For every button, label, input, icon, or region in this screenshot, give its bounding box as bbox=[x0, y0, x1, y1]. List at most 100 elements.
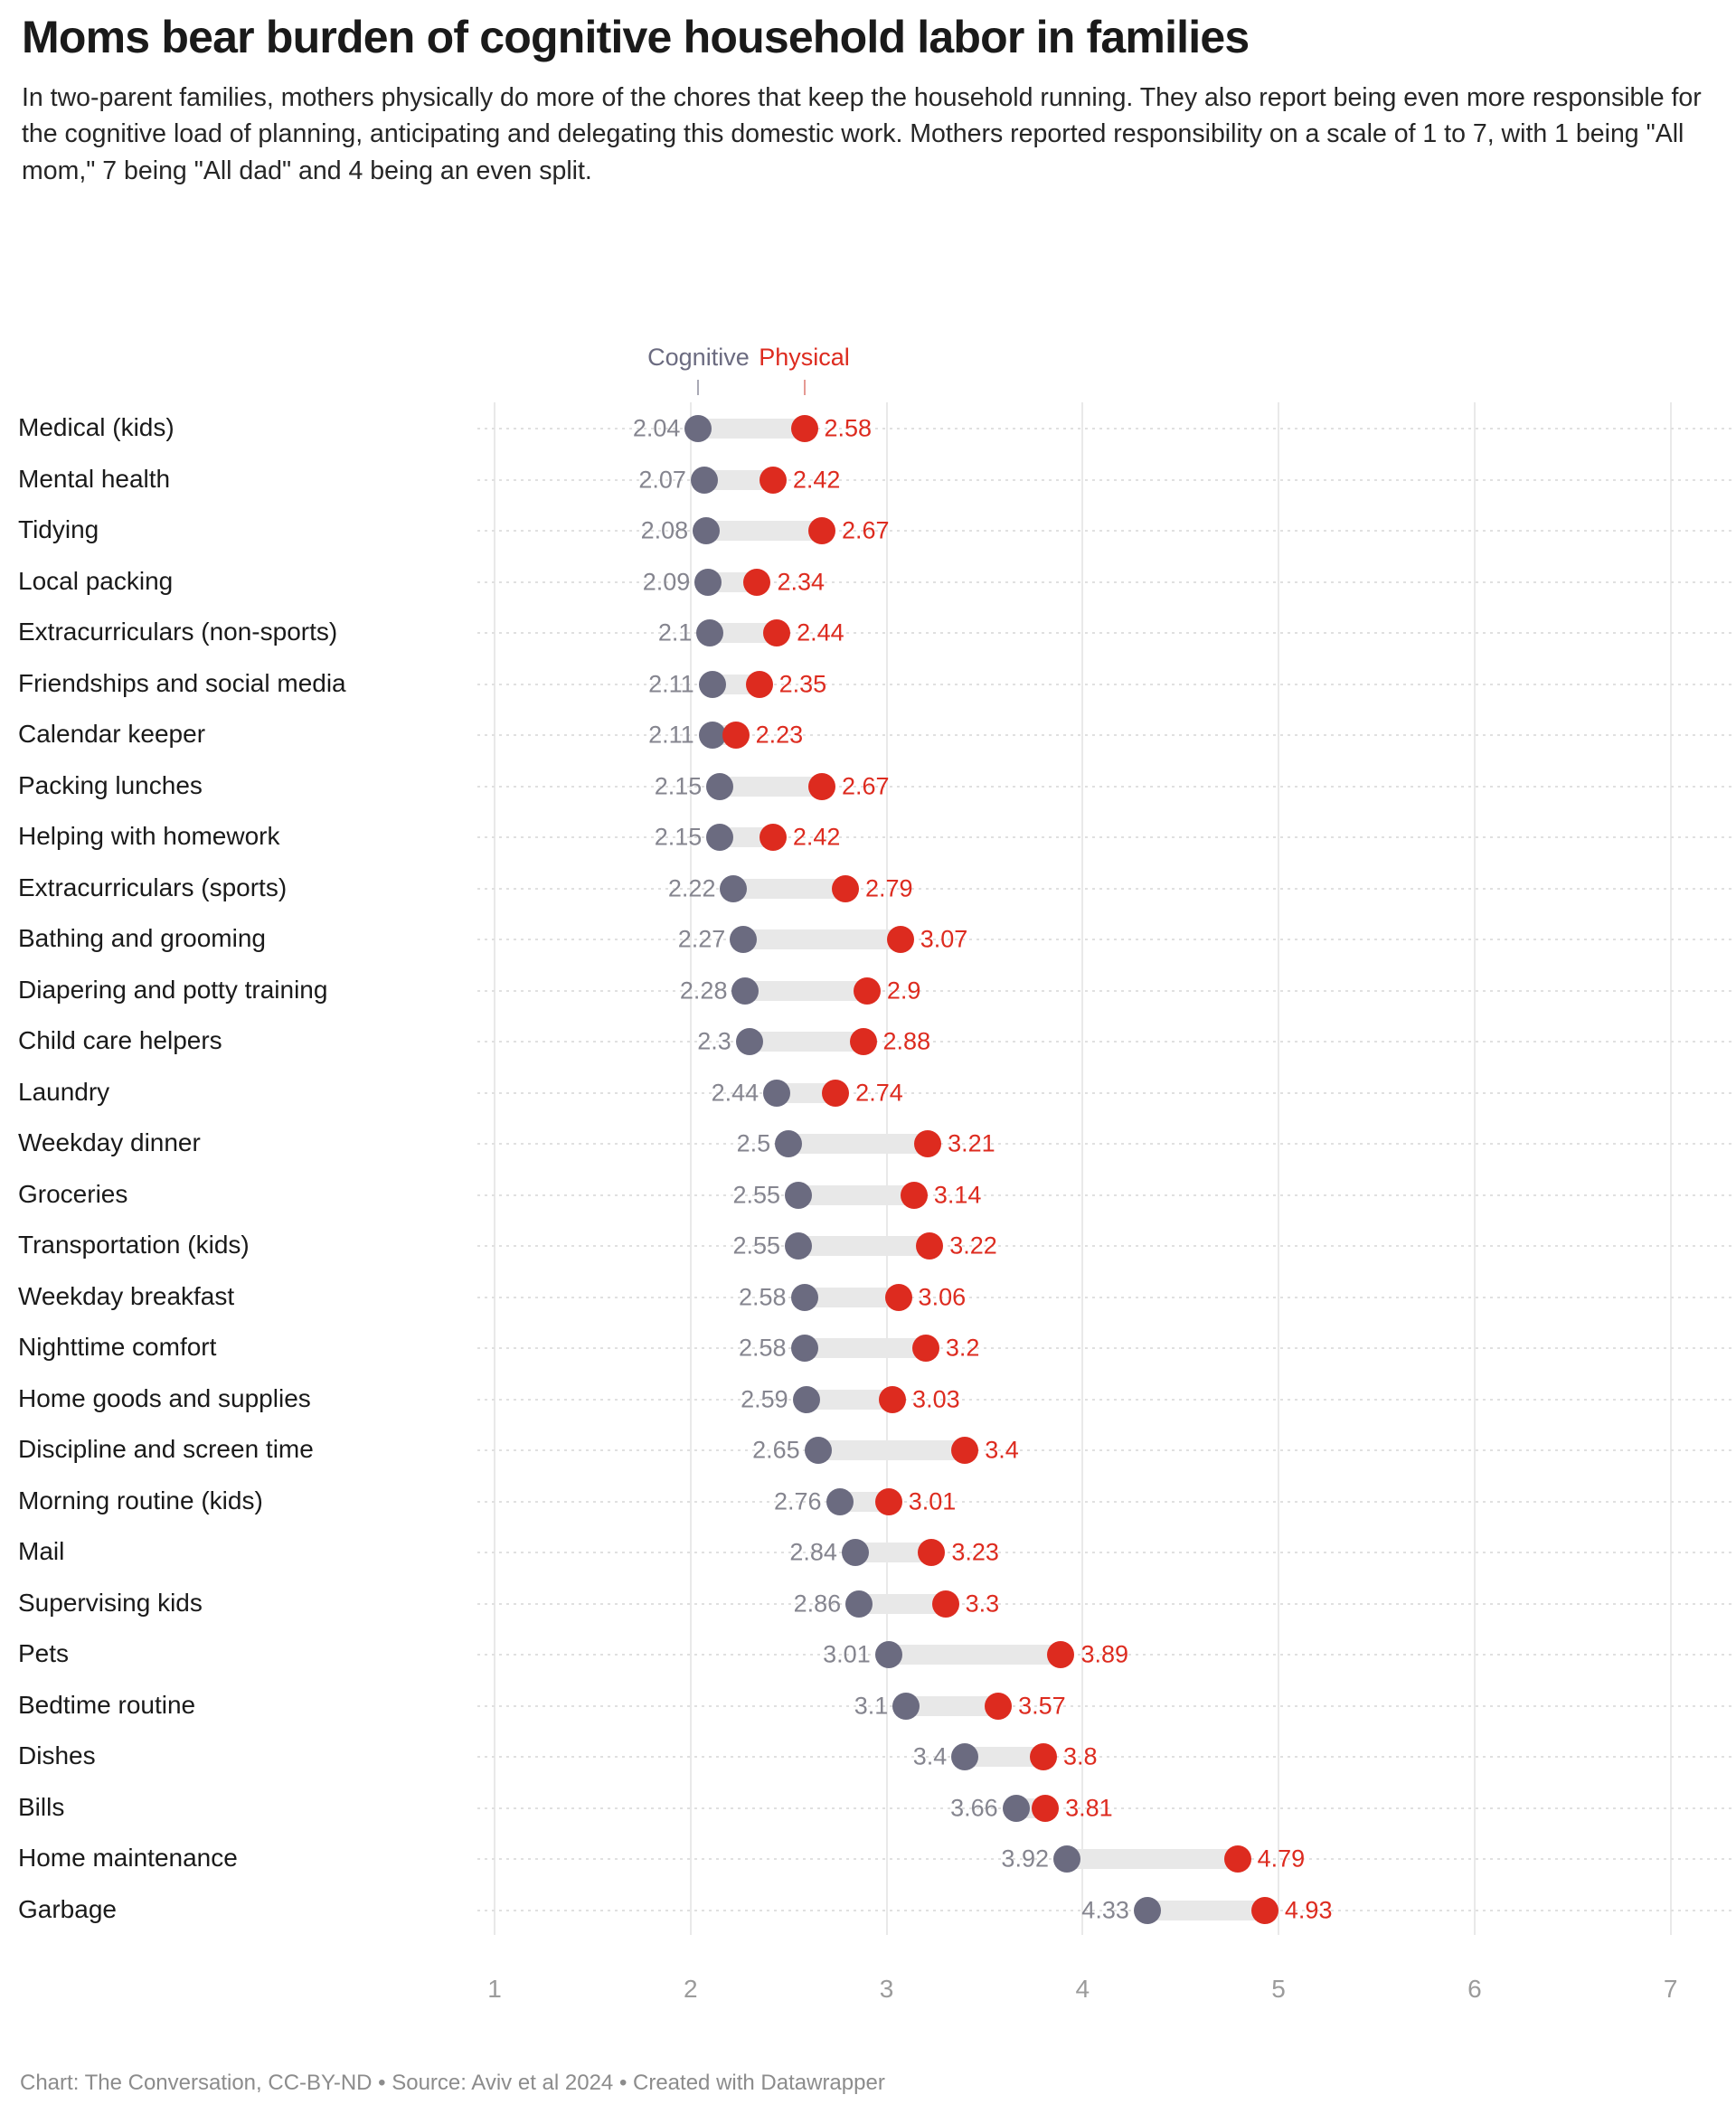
chart-row[interactable]: 2.28 2.9 bbox=[477, 965, 1736, 1017]
cognitive-dot[interactable] bbox=[775, 1130, 803, 1158]
chart-row[interactable]: 2.84 3.23 bbox=[477, 1526, 1736, 1579]
chart-row[interactable]: 3.92 4.79 bbox=[477, 1833, 1736, 1885]
physical-dot[interactable] bbox=[1250, 1896, 1278, 1924]
cognitive-dot[interactable] bbox=[1052, 1845, 1080, 1873]
physical-dot[interactable] bbox=[884, 1283, 912, 1311]
row-guide-line bbox=[477, 1654, 1736, 1656]
physical-dot[interactable] bbox=[951, 1437, 979, 1465]
chart-row[interactable]: 2.1 2.44 bbox=[477, 607, 1736, 659]
physical-dot[interactable] bbox=[759, 824, 787, 852]
physical-dot[interactable] bbox=[790, 415, 818, 443]
chart-row[interactable]: 3.01 3.89 bbox=[477, 1628, 1736, 1681]
cognitive-dot[interactable] bbox=[693, 517, 721, 545]
physical-dot[interactable] bbox=[745, 670, 773, 698]
physical-dot[interactable] bbox=[808, 772, 835, 800]
physical-dot[interactable] bbox=[886, 926, 914, 954]
chart-row[interactable]: 2.04 2.58 bbox=[477, 402, 1736, 455]
physical-dot[interactable] bbox=[900, 1181, 928, 1209]
physical-dot[interactable] bbox=[822, 1079, 850, 1107]
physical-dot[interactable] bbox=[1223, 1845, 1251, 1873]
cognitive-dot[interactable] bbox=[706, 824, 734, 852]
cognitive-dot[interactable] bbox=[826, 1487, 854, 1515]
range-connector bbox=[733, 878, 845, 899]
chart-row[interactable]: 2.76 3.01 bbox=[477, 1476, 1736, 1528]
physical-dot[interactable] bbox=[759, 466, 787, 494]
cognitive-value-label: 4.33 bbox=[1081, 1896, 1129, 1924]
chart-row[interactable]: 2.44 2.74 bbox=[477, 1067, 1736, 1119]
cognitive-dot[interactable] bbox=[1133, 1896, 1161, 1924]
cognitive-dot[interactable] bbox=[845, 1590, 873, 1618]
chart-row[interactable]: 2.08 2.67 bbox=[477, 505, 1736, 557]
chart-row[interactable]: 4.33 4.93 bbox=[477, 1884, 1736, 1937]
cognitive-dot[interactable] bbox=[730, 926, 758, 954]
cognitive-dot[interactable] bbox=[694, 568, 722, 596]
cognitive-dot[interactable] bbox=[763, 1079, 791, 1107]
cognitive-dot[interactable] bbox=[784, 1232, 812, 1260]
chart-row[interactable]: 2.22 2.79 bbox=[477, 863, 1736, 915]
physical-value-label: 3.23 bbox=[951, 1538, 999, 1566]
cognitive-dot[interactable] bbox=[720, 874, 748, 902]
chart-row[interactable]: 2.55 3.22 bbox=[477, 1220, 1736, 1272]
cognitive-dot[interactable] bbox=[792, 1385, 820, 1413]
legend-item-physical[interactable]: Physical bbox=[759, 344, 850, 371]
physical-dot[interactable] bbox=[849, 1028, 877, 1056]
cognitive-dot[interactable] bbox=[874, 1641, 902, 1669]
physical-dot[interactable] bbox=[1032, 1794, 1060, 1822]
chart-row[interactable]: 2.5 3.21 bbox=[477, 1118, 1736, 1170]
cognitive-dot[interactable] bbox=[698, 670, 726, 698]
cognitive-dot[interactable] bbox=[951, 1743, 979, 1771]
physical-dot[interactable] bbox=[874, 1487, 902, 1515]
cognitive-dot[interactable] bbox=[735, 1028, 763, 1056]
chart-row[interactable]: 2.58 3.2 bbox=[477, 1322, 1736, 1374]
chart-row[interactable]: 2.59 3.03 bbox=[477, 1373, 1736, 1426]
physical-dot[interactable] bbox=[931, 1590, 959, 1618]
chart-row[interactable]: 2.15 2.42 bbox=[477, 811, 1736, 863]
range-connector bbox=[797, 1236, 930, 1257]
cognitive-dot[interactable] bbox=[698, 722, 726, 750]
chart-row[interactable]: 2.27 3.07 bbox=[477, 913, 1736, 966]
chart-row[interactable]: 2.86 3.3 bbox=[477, 1578, 1736, 1630]
chart-row[interactable]: 2.58 3.06 bbox=[477, 1271, 1736, 1324]
chart-row[interactable]: 3.4 3.8 bbox=[477, 1731, 1736, 1783]
x-axis-tick-label: 6 bbox=[1467, 1975, 1482, 2003]
chart-row[interactable]: 2.07 2.42 bbox=[477, 454, 1736, 506]
physical-dot[interactable] bbox=[853, 977, 881, 1005]
cognitive-dot[interactable] bbox=[696, 619, 724, 647]
physical-dot[interactable] bbox=[911, 1335, 939, 1363]
physical-dot[interactable] bbox=[808, 517, 835, 545]
physical-dot[interactable] bbox=[1029, 1743, 1057, 1771]
physical-value-label: 3.03 bbox=[912, 1385, 960, 1413]
physical-dot[interactable] bbox=[985, 1692, 1013, 1720]
physical-dot[interactable] bbox=[916, 1232, 944, 1260]
category-label: Laundry bbox=[18, 1077, 110, 1106]
physical-dot[interactable] bbox=[918, 1539, 946, 1567]
legend-item-cognitive[interactable]: Cognitive bbox=[647, 344, 750, 371]
cognitive-dot[interactable] bbox=[892, 1692, 920, 1720]
chart-row[interactable]: 2.09 2.34 bbox=[477, 556, 1736, 609]
cognitive-dot[interactable] bbox=[841, 1539, 869, 1567]
chart-row[interactable]: 2.15 2.67 bbox=[477, 760, 1736, 813]
chart-row[interactable]: 2.11 2.23 bbox=[477, 709, 1736, 761]
cognitive-dot[interactable] bbox=[690, 466, 718, 494]
chart-row[interactable]: 3.66 3.81 bbox=[477, 1782, 1736, 1835]
cognitive-dot[interactable] bbox=[706, 772, 734, 800]
cognitive-dot[interactable] bbox=[784, 1181, 812, 1209]
cognitive-dot[interactable] bbox=[804, 1437, 832, 1465]
physical-dot[interactable] bbox=[722, 722, 750, 750]
cognitive-dot[interactable] bbox=[790, 1283, 818, 1311]
physical-dot[interactable] bbox=[879, 1385, 907, 1413]
physical-dot[interactable] bbox=[832, 874, 860, 902]
physical-dot[interactable] bbox=[743, 568, 771, 596]
physical-dot[interactable] bbox=[763, 619, 791, 647]
physical-dot[interactable] bbox=[914, 1130, 942, 1158]
chart-row[interactable]: 2.65 3.4 bbox=[477, 1424, 1736, 1477]
physical-dot[interactable] bbox=[1047, 1641, 1075, 1669]
cognitive-dot[interactable] bbox=[790, 1335, 818, 1363]
chart-row[interactable]: 2.3 2.88 bbox=[477, 1015, 1736, 1068]
chart-row[interactable]: 2.55 3.14 bbox=[477, 1169, 1736, 1222]
cognitive-dot[interactable] bbox=[1002, 1794, 1030, 1822]
chart-row[interactable]: 2.11 2.35 bbox=[477, 658, 1736, 711]
cognitive-dot[interactable] bbox=[684, 415, 712, 443]
cognitive-dot[interactable] bbox=[731, 977, 760, 1005]
chart-row[interactable]: 3.1 3.57 bbox=[477, 1680, 1736, 1732]
